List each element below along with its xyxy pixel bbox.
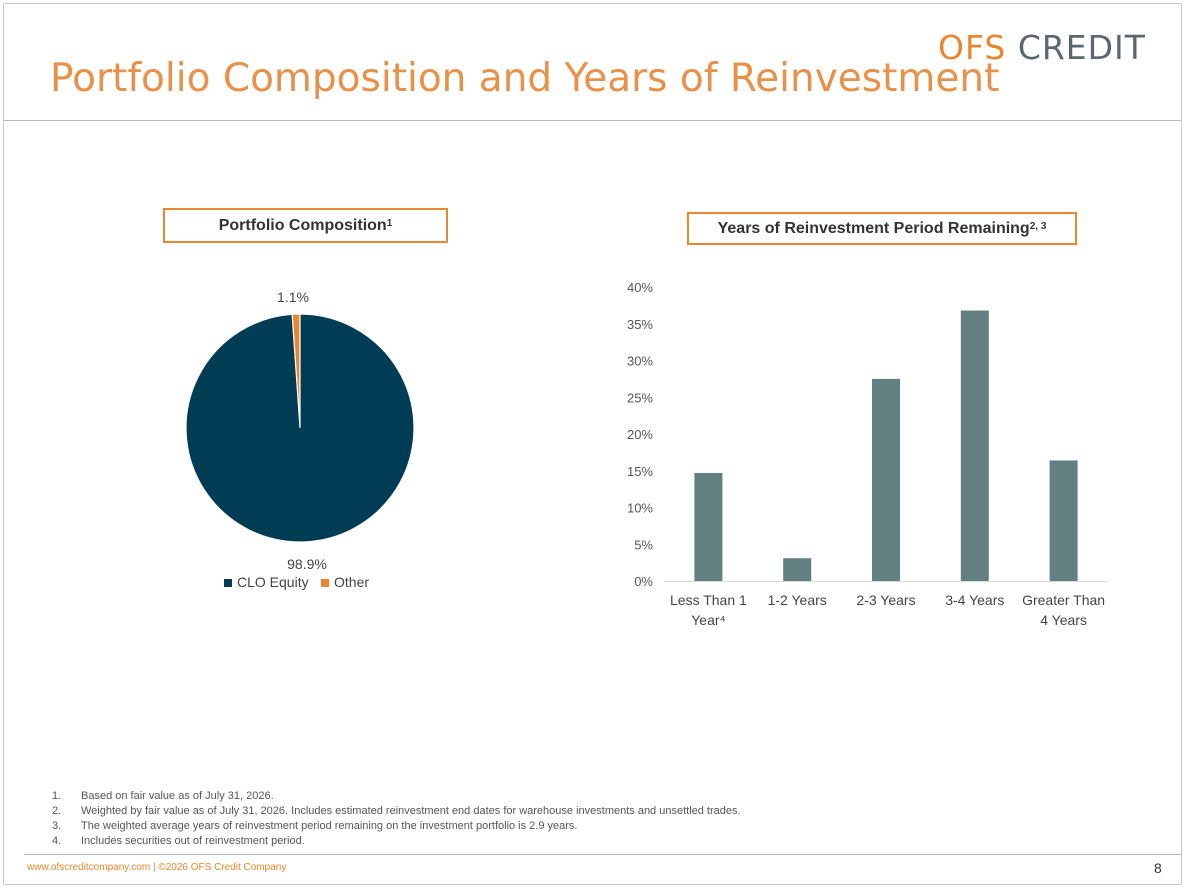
legend-swatch-other — [321, 579, 329, 587]
portfolio-pie-chart: 1.1% 98.9% CLO Equity Other — [185, 289, 415, 590]
company-logo: OFS CREDIT — [938, 28, 1146, 67]
y-tick-label: 35% — [627, 317, 653, 332]
x-tick-label: 2-3 Years — [856, 592, 915, 608]
footnote-4: 4. Includes securities out of reinvestmen… — [52, 834, 741, 849]
bar-3 — [872, 378, 900, 581]
y-tick-label: 5% — [634, 537, 653, 552]
reinvestment-heading-label: Years of Reinvestment Period Remaining — [717, 219, 1030, 237]
logo-primary: OFS — [938, 28, 1007, 67]
x-tick-label: 1-2 Years — [768, 592, 827, 608]
legend-label-other: Other — [334, 574, 369, 590]
footer-divider — [24, 854, 1182, 855]
portfolio-composition-heading-sup: 1 — [386, 218, 393, 229]
reinvestment-bar-chart: 0% 5% 10% 15% 20% 25% 30% 35% 40% Less Than 1 Year… — [627, 280, 1108, 628]
footnote-number: 4. — [52, 835, 62, 847]
footnote-number: 3. — [52, 820, 62, 832]
pie-label-clo-equity: 98.9% — [287, 556, 327, 572]
y-tick-label: 40% — [627, 280, 653, 295]
y-tick-label: 15% — [627, 464, 653, 479]
bar-1 — [694, 472, 723, 581]
footnotes: 1. Based on fair value as of July 31, 202… — [52, 789, 741, 849]
legend-label-clo-equity: CLO Equity — [237, 574, 309, 590]
footnote-number: 1. — [52, 790, 62, 802]
page-number: 8 — [1154, 860, 1162, 876]
footer-website: www.ofscreditcompany.com | ©2026 OFS Cre… — [27, 862, 287, 873]
logo-secondary: CREDIT — [1017, 28, 1146, 67]
x-tick-label: 4 Years — [1040, 612, 1087, 628]
footnote-number: 2. — [52, 805, 62, 817]
y-tick-label: 0% — [634, 574, 653, 589]
footnote-1: 1. Based on fair value as of July 31, 202… — [52, 789, 741, 804]
bar-5 — [1049, 460, 1078, 581]
page-title: Portfolio Composition and Years of Reinv… — [50, 56, 1000, 101]
bar-4 — [960, 310, 989, 581]
x-tick-label: Less Than 1 — [670, 592, 747, 608]
footnote-text: Weighted by fair value as of July 31, 20… — [81, 805, 741, 817]
footnote-text: Based on fair value as of July 31, 2026. — [81, 790, 274, 802]
slide-frame — [3, 3, 1182, 885]
portfolio-composition-heading: Portfolio Composition 1 — [163, 208, 448, 243]
pie-label-other: 1.1% — [277, 289, 309, 305]
reinvestment-heading-sup: 2, 3 — [1029, 221, 1047, 232]
legend-swatch-clo-equity — [224, 579, 232, 587]
footnote-text: Includes securities out of reinvestment … — [81, 835, 305, 847]
x-tick-label: Greater Than — [1022, 592, 1105, 608]
footnote-2: 2. Weighted by fair value as of July 31, … — [52, 804, 741, 819]
reinvestment-heading: Years of Reinvestment Period Remaining 2,… — [687, 212, 1077, 245]
x-tick-label: Year⁴ — [691, 612, 725, 628]
bar-2 — [783, 558, 812, 581]
y-tick-label: 10% — [627, 501, 653, 516]
pie-slice-clo-equity — [185, 313, 415, 543]
y-tick-label: 20% — [627, 427, 653, 442]
y-tick-label: 30% — [627, 354, 653, 369]
footnote-3: 3. The weighted average years of reinvest… — [52, 819, 741, 834]
portfolio-composition-heading-label: Portfolio Composition — [218, 216, 387, 234]
footnote-text: The weighted average years of reinvestme… — [81, 820, 578, 832]
y-tick-label: 25% — [627, 390, 653, 405]
title-divider — [4, 120, 1181, 121]
x-tick-label: 3-4 Years — [945, 592, 1004, 608]
